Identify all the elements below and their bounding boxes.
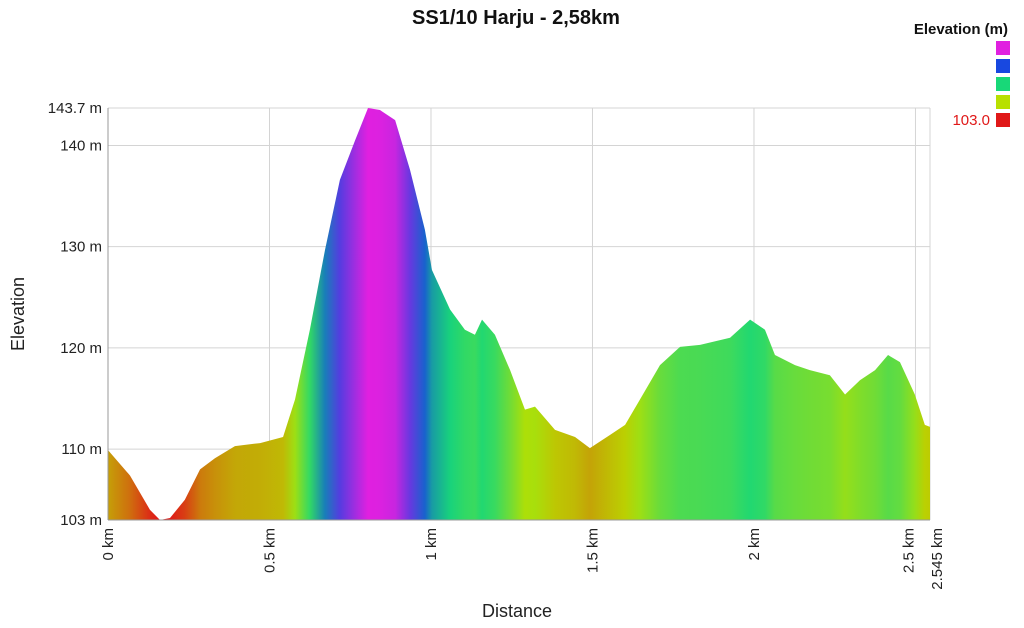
legend-swatch (996, 59, 1010, 73)
x-tick-label: 0 km (100, 528, 117, 561)
y-tick-label: 143.7 m (48, 100, 102, 117)
y-axis-title: Elevation (8, 277, 28, 351)
y-tick-label: 110 m (61, 441, 102, 458)
x-tick-label: 2.545 km (929, 528, 946, 590)
x-tick-label: 2.5 km (900, 528, 917, 573)
legend-swatch (996, 95, 1010, 109)
chart-title: SS1/10 Harju - 2,58km (412, 7, 620, 29)
x-tick-label: 2 km (746, 528, 763, 561)
y-tick-label: 130 m (60, 239, 102, 256)
legend-label: 103.0 (952, 112, 990, 129)
legend-title: Elevation (m) (914, 21, 1008, 38)
legend-swatch (996, 113, 1010, 127)
x-tick-label: 1 km (423, 528, 440, 561)
y-tick-label: 140 m (60, 137, 102, 154)
elevation-area (108, 108, 930, 520)
y-tick-label: 103 m (60, 512, 102, 529)
legend-swatch (996, 77, 1010, 91)
legend-swatch (996, 41, 1010, 55)
y-tick-label: 120 m (60, 340, 102, 357)
x-tick-label: 0.5 km (261, 528, 278, 573)
x-axis-title: Distance (482, 601, 552, 621)
x-tick-label: 1.5 km (584, 528, 601, 573)
